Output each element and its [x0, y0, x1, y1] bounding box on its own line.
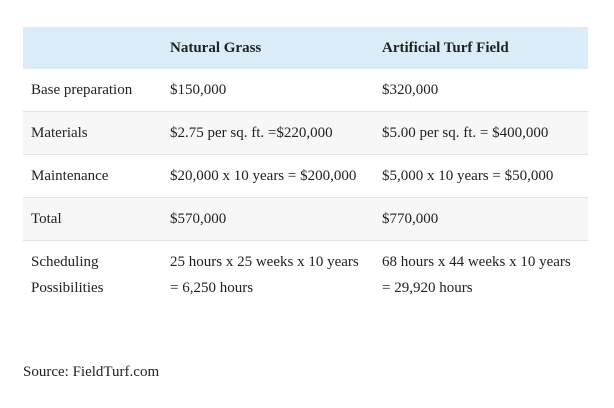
table-cell: $320,000 — [374, 69, 588, 112]
row-label: Scheduling Possibilities — [31, 254, 104, 296]
header-row: Natural Grass Artificial Turf Field — [23, 27, 588, 69]
header-cell: Natural Grass — [162, 27, 374, 69]
source-note: Source: FieldTurf.com — [23, 364, 160, 380]
table-cell: $5.00 per sq. ft. = $400,000 — [374, 111, 588, 155]
table-cell: $770,000 — [374, 197, 588, 241]
table-cell: 68 hours x 44 weeks x 10 years = 29,920 … — [382, 254, 571, 296]
table-cell: 25 hours x 25 weeks x 10 years = 6,250 h… — [170, 254, 359, 296]
table-cell: $5,000 x 10 years = $50,000 — [374, 154, 588, 198]
comparison-table: Natural Grass Artificial Turf Field Base… — [23, 27, 588, 309]
table-row: Materials $2.75 per sq. ft. =$220,000 $5.0… — [23, 111, 588, 155]
row-label: Total — [23, 197, 162, 241]
row-label: Base preparation — [23, 69, 162, 112]
table-cell: $150,000 — [162, 69, 374, 112]
table-row: Base preparation $150,000 $320,000 — [23, 69, 588, 112]
row-label: Maintenance — [23, 154, 162, 198]
table-body: Base preparation $150,000 $320,000 Material… — [23, 69, 588, 309]
header-cell: Artificial Turf Field — [374, 27, 588, 69]
table-row: Total $570,000 $770,000 — [23, 197, 588, 241]
header-cell — [23, 27, 162, 69]
table-row: Maintenance $20,000 x 10 years = $200,000… — [23, 154, 588, 198]
table-cell: $2.75 per sq. ft. =$220,000 — [162, 111, 374, 155]
table-cell: $570,000 — [162, 197, 374, 241]
table-row: Scheduling Possibilities 25 hours x 25 we… — [23, 241, 588, 310]
row-label: Materials — [23, 111, 162, 155]
table-cell: $20,000 x 10 years = $200,000 — [162, 154, 374, 198]
